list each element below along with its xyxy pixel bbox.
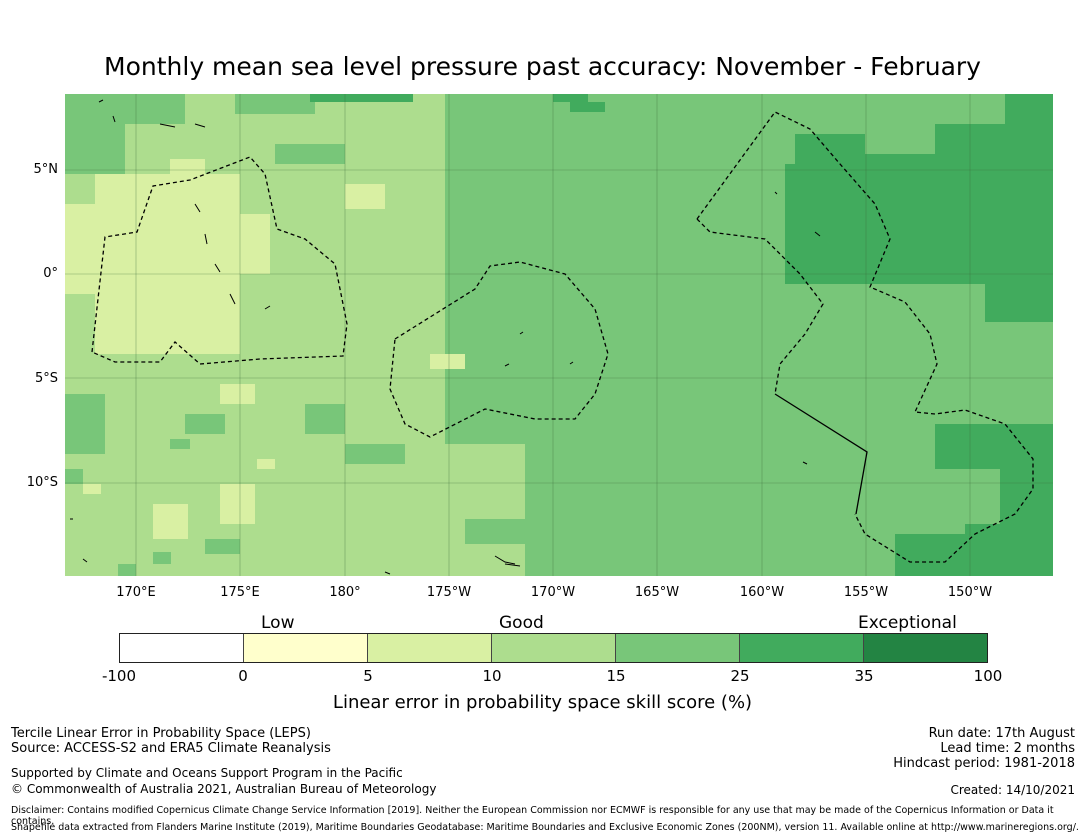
map-title: Monthly mean sea level pressure past acc… [104,52,981,81]
disclaimer-text: Disclaimer: Contains modified Copernicus… [11,805,1054,827]
lon-label: 170°W [530,585,576,600]
support-text: Supported by Climate and Oceans Support … [11,766,403,780]
cook-islands-eez-west [696,218,824,395]
colorbar-segment [244,634,368,662]
cook-islands-eez [696,111,1034,563]
colorbar-segment [120,634,244,662]
copyright-text: © Commonwealth of Australia 2021, Austra… [11,782,437,796]
scale-label-good: Good [499,613,544,633]
colorbar-segment [616,634,740,662]
skill-field [65,94,1053,576]
colorbar-tick: 25 [730,667,750,685]
lon-label: 160°W [739,585,785,600]
eez-solid-boundary [774,393,868,515]
colorbar-segment [368,634,492,662]
graticule [65,94,1053,576]
colorbar-tick: 100 [973,667,1003,685]
lat-label-0: 0° [43,266,58,281]
colorbar-tick: 5 [363,667,373,685]
colorbar-segment [740,634,864,662]
lat-label-10s: 10°S [26,475,58,490]
colorbar [119,633,988,663]
scale-label-exceptional: Exceptional [858,613,957,633]
skill-map [65,94,1053,576]
source-text: Source: ACCESS-S2 and ERA5 Climate Reana… [11,741,331,756]
lon-label: 170°E [116,585,156,600]
lon-label: 155°W [843,585,889,600]
lon-label: 175°E [220,585,260,600]
hindcast-period: Hindcast period: 1981-2018 [893,756,1075,771]
colorbar-segment [864,634,987,662]
shapefile-credit: Shapefile data extracted from Flanders M… [11,822,1079,833]
scale-label-low: Low [261,613,295,633]
lon-label: 165°W [634,585,680,600]
created-date: Created: 14/10/2021 [950,783,1075,797]
colorbar-tick: 0 [238,667,248,685]
method-text: Tercile Linear Error in Probability Spac… [11,726,311,741]
lead-time: Lead time: 2 months [940,741,1075,756]
lat-label-5s: 5°S [34,371,58,386]
colorbar-tick: 10 [482,667,502,685]
islands [70,99,821,575]
lon-label: 175°W [426,585,472,600]
lon-label: 180° [329,585,361,600]
colorbar-segment [492,634,616,662]
lon-label: 150°W [947,585,993,600]
lat-label-5n: 5°N [33,162,59,177]
colorbar-tick: 15 [606,667,626,685]
run-date: Run date: 17th August [928,726,1075,741]
colorbar-tick: -100 [101,667,137,685]
eez-boundaries [91,111,1034,563]
colorbar-tick: 35 [854,667,874,685]
colorbar-title: Linear error in probability space skill … [332,692,753,713]
